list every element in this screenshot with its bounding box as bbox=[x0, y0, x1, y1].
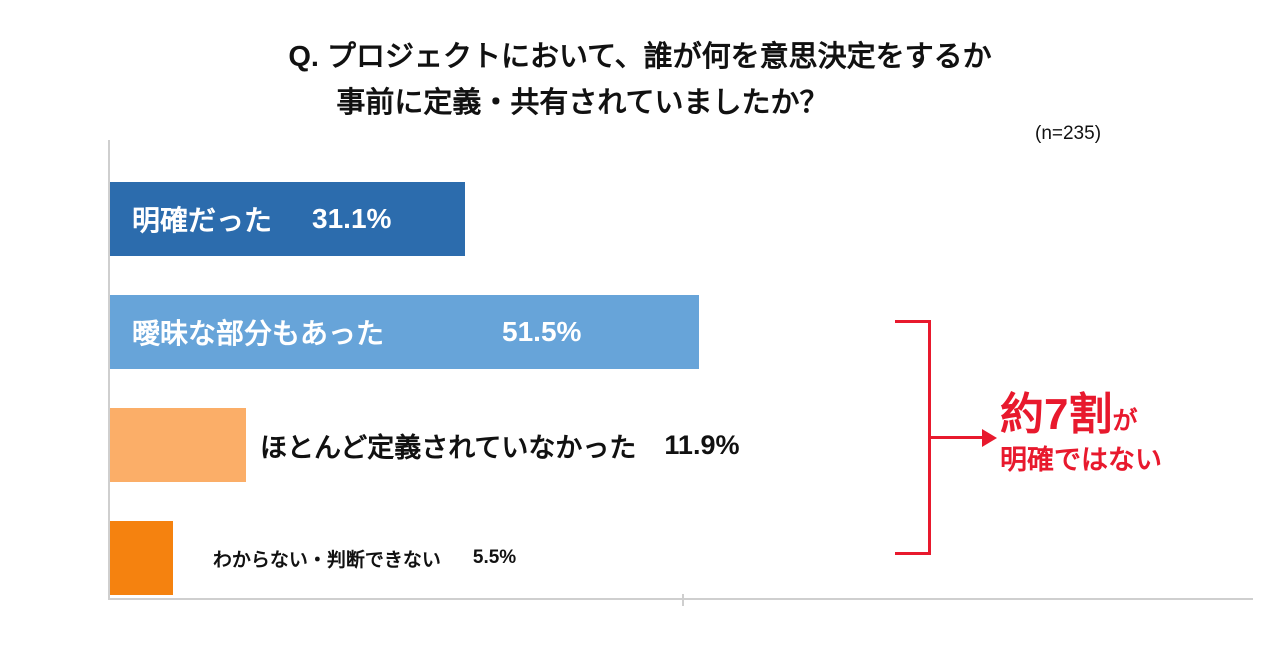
bar-dont-know bbox=[110, 521, 173, 595]
bar-row-clear: 明確だった 31.1% bbox=[110, 182, 1253, 256]
bar-label: 曖昧な部分もあった bbox=[132, 318, 385, 349]
sample-size-label: (n=235) bbox=[1035, 123, 1102, 144]
bar-value: 11.9% bbox=[664, 429, 740, 460]
bar-label: 明確だった bbox=[132, 205, 273, 236]
bracket-cap-bottom bbox=[895, 552, 931, 555]
chart-title-line1: Q. プロジェクトにおいて、誰が何を意思決定をするか bbox=[288, 41, 992, 73]
bracket-arrow-head-icon bbox=[982, 428, 997, 447]
annotation-line2: 明確ではない bbox=[1000, 444, 1162, 475]
bracket-arrow-line bbox=[928, 436, 984, 439]
bar-mostly-undefined bbox=[110, 408, 247, 482]
x-axis-tick bbox=[681, 594, 684, 606]
bar-label: ほとんど定義されていなかった bbox=[260, 432, 637, 463]
bar-value: 51.5% bbox=[502, 316, 582, 347]
bar-row-ambiguous: 曖昧な部分もあった 51.5% bbox=[110, 295, 1253, 369]
bar-outside-label: わからない・判断できない 5.5% bbox=[213, 545, 516, 572]
chart-title-line2: 事前に定義・共有されていましたか？ bbox=[336, 87, 829, 120]
annotation-highlight-text: 約7割 bbox=[1000, 390, 1113, 439]
bar-ambiguous: 曖昧な部分もあった 51.5% bbox=[110, 295, 699, 369]
highlight-annotation: 約7割が 明確ではない bbox=[1000, 390, 1162, 476]
bar-outside-label: ほとんど定義されていなかった 11.9% bbox=[260, 426, 739, 465]
chart-title: Q. プロジェクトにおいて、誰が何を意思決定をするか 事前に定義・共有されていま… bbox=[0, 34, 1280, 127]
bar-label: わからない・判断できない bbox=[212, 549, 441, 571]
bar-value: 31.1% bbox=[312, 203, 392, 234]
bar-row-mostly-undefined: ほとんど定義されていなかった 11.9% bbox=[110, 408, 1253, 482]
bar-value: 5.5% bbox=[472, 547, 517, 568]
bar-clear: 明確だった 31.1% bbox=[110, 182, 466, 256]
highlight-bracket bbox=[895, 320, 1005, 555]
bracket-cap-top bbox=[895, 320, 931, 323]
annotation-suffix: が bbox=[1112, 407, 1138, 435]
plot-area: 明確だった 31.1% 曖昧な部分もあった 51.5% ほとんど定義されていなか… bbox=[108, 140, 1253, 606]
bar-row-dont-know: わからない・判断できない 5.5% bbox=[110, 521, 1253, 595]
